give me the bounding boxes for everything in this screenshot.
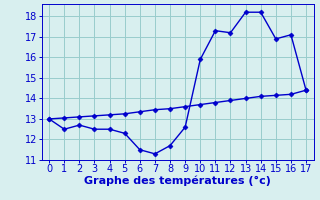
X-axis label: Graphe des températures (°c): Graphe des températures (°c) (84, 176, 271, 186)
